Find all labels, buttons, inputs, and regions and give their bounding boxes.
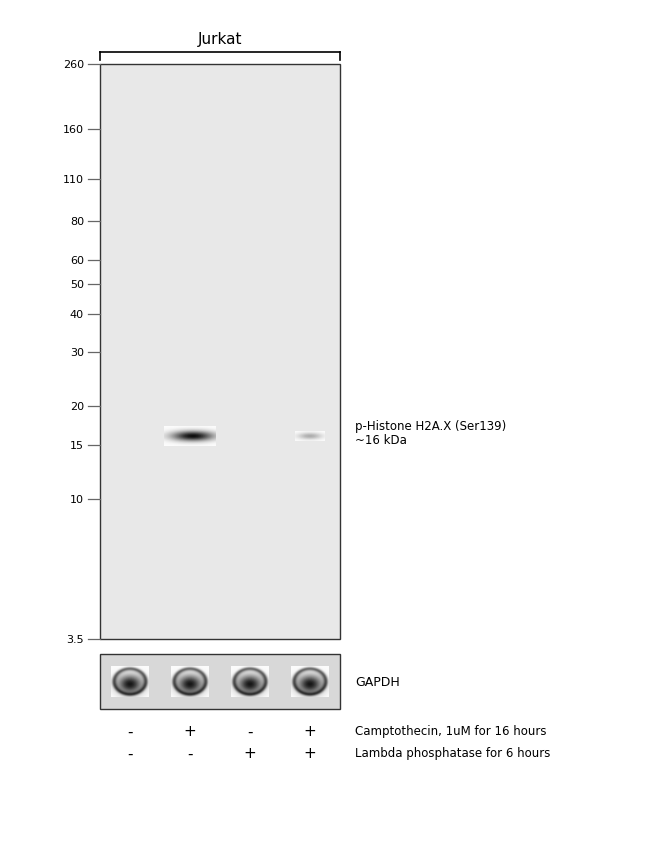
Text: Lambda phosphatase for 6 hours: Lambda phosphatase for 6 hours [355, 747, 551, 760]
Text: 40: 40 [70, 310, 84, 320]
Text: 10: 10 [70, 495, 84, 504]
Text: -: - [247, 723, 253, 738]
Text: 50: 50 [70, 279, 84, 289]
Text: +: + [304, 745, 317, 760]
Text: +: + [304, 723, 317, 738]
Text: ~16 kDa: ~16 kDa [355, 434, 407, 446]
Text: 3.5: 3.5 [66, 634, 84, 644]
Text: 80: 80 [70, 217, 84, 227]
Bar [100, 654, 340, 709]
Text: 30: 30 [70, 348, 84, 358]
Text: Jurkat: Jurkat [198, 32, 242, 47]
Text: GAPDH: GAPDH [355, 675, 400, 688]
Text: -: - [127, 723, 133, 738]
Bar [100, 65, 340, 639]
Text: 60: 60 [70, 256, 84, 265]
Text: 110: 110 [63, 175, 84, 185]
Text: 260: 260 [63, 60, 84, 70]
Text: 20: 20 [70, 402, 84, 412]
Text: Camptothecin, 1uM for 16 hours: Camptothecin, 1uM for 16 hours [355, 725, 547, 738]
Text: 160: 160 [63, 125, 84, 135]
Text: +: + [244, 745, 256, 760]
Text: +: + [183, 723, 196, 738]
Text: p-Histone H2A.X (Ser139): p-Histone H2A.X (Ser139) [355, 419, 506, 433]
Text: -: - [187, 745, 193, 760]
Text: 15: 15 [70, 441, 84, 450]
Text: -: - [127, 745, 133, 760]
